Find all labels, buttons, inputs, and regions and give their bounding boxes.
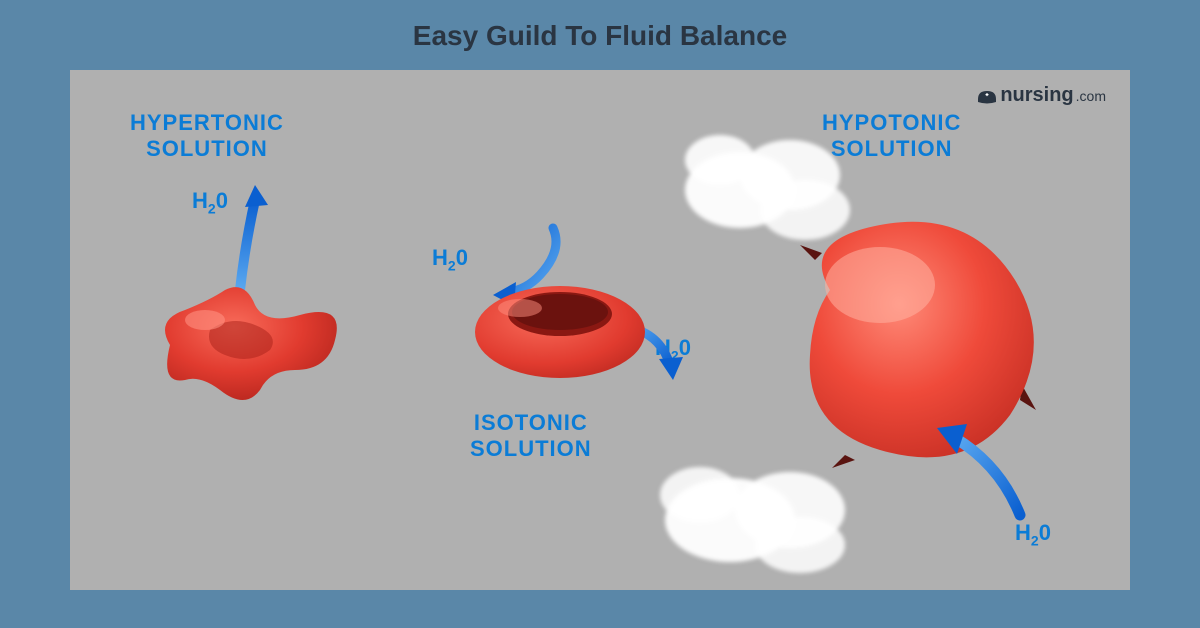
diagram-panel: nursing.com HYPERTONIC SOLUTION H20 <box>70 70 1130 590</box>
isotonic-h2o-in-label: H20 <box>432 245 468 273</box>
brand-name: nursing <box>1000 84 1073 107</box>
brand-logo: nursing.com <box>976 84 1106 107</box>
isotonic-label: ISOTONIC SOLUTION <box>470 410 592 463</box>
water-into-cell-arrow-icon <box>925 410 1035 530</box>
hypertonic-line2: SOLUTION <box>146 136 268 161</box>
burst-cloud-bottom-icon <box>640 450 870 590</box>
hypertonic-line1: HYPERTONIC <box>130 110 284 135</box>
normal-cell-icon <box>470 270 650 380</box>
hypotonic-h2o-label: H20 <box>1015 520 1051 548</box>
shriveled-cell-icon <box>150 275 350 405</box>
page-title: Easy Guild To Fluid Balance <box>0 0 1200 52</box>
brand-suffix: .com <box>1076 88 1106 104</box>
nurse-cap-icon <box>976 87 998 105</box>
hypertonic-label: HYPERTONIC SOLUTION <box>130 110 284 163</box>
isotonic-line1: ISOTONIC <box>474 410 588 435</box>
isotonic-line2: SOLUTION <box>470 436 592 461</box>
